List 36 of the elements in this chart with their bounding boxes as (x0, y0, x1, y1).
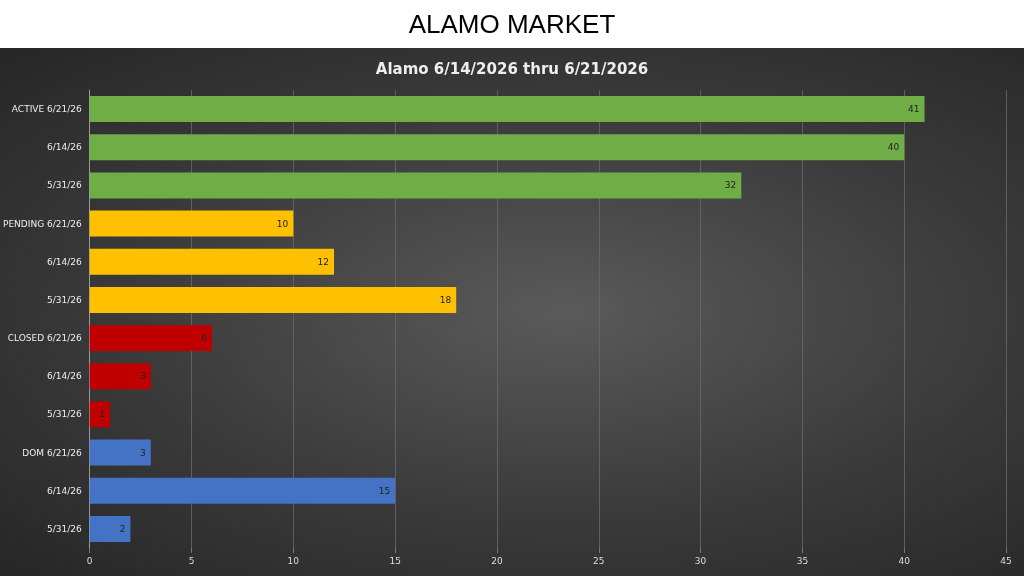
y-tick-label: 5/31/26 (46, 294, 82, 305)
x-tick-label: 0 (86, 555, 93, 566)
x-tick-label: 40 (898, 555, 911, 566)
x-tick-label: 15 (389, 555, 401, 566)
x-tick-label: 5 (188, 555, 195, 566)
data-label: 41 (908, 104, 920, 115)
y-tick-label: 5/31/26 (46, 409, 82, 420)
x-tick-label: 35 (796, 555, 809, 566)
y-tick-label: ACTIVE 6/21/26 (11, 104, 82, 115)
y-tick-label: PENDING 6/21/26 (2, 218, 82, 229)
data-label: 2 (119, 523, 126, 534)
data-label: 3 (140, 371, 146, 382)
data-label: 12 (317, 256, 330, 267)
x-tick-label: 10 (287, 555, 300, 566)
y-tick-label: 6/14/26 (46, 142, 82, 153)
y-tick-label: DOM 6/21/26 (22, 447, 82, 458)
data-label: 32 (724, 180, 737, 191)
y-tick-label: 5/31/26 (46, 523, 82, 534)
y-tick-label: 5/31/26 (46, 180, 82, 191)
data-label: 40 (887, 142, 900, 153)
y-tick-label: 6/14/26 (46, 371, 82, 382)
x-tick-label: 30 (694, 555, 707, 566)
y-tick-label: 6/14/26 (46, 256, 82, 267)
data-label: 6 (201, 333, 208, 344)
data-label: 15 (378, 485, 391, 496)
x-tick-label: 45 (1000, 555, 1012, 566)
chart-title: ALAMO MARKET (407, 7, 617, 41)
chart-subtitle: Alamo 6/14/2026 thru 6/21/2026 (375, 59, 649, 78)
data-label: 18 (439, 294, 452, 305)
data-label: 3 (140, 447, 146, 458)
data-label: 10 (276, 218, 289, 229)
data-label: 1 (99, 409, 106, 420)
y-tick-label: 6/14/26 (46, 485, 82, 496)
x-tick-label: 20 (491, 555, 503, 566)
y-tick-label: CLOSED 6/21/26 (7, 333, 82, 344)
x-tick-label: 25 (593, 555, 605, 566)
